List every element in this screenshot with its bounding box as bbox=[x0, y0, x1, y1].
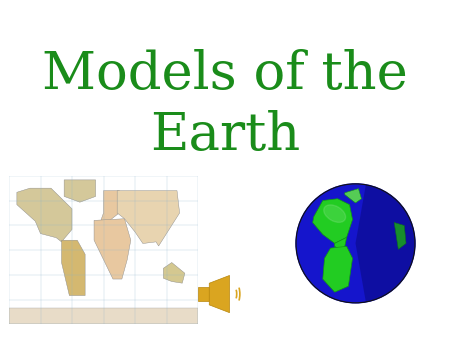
Polygon shape bbox=[313, 199, 352, 243]
Polygon shape bbox=[9, 308, 198, 324]
Text: Models of the: Models of the bbox=[42, 49, 408, 100]
Polygon shape bbox=[117, 191, 180, 246]
Polygon shape bbox=[17, 188, 72, 242]
Polygon shape bbox=[62, 240, 85, 295]
Text: Earth: Earth bbox=[150, 110, 300, 161]
Polygon shape bbox=[64, 180, 95, 202]
FancyBboxPatch shape bbox=[198, 287, 209, 301]
Polygon shape bbox=[335, 237, 346, 252]
Wedge shape bbox=[356, 185, 415, 302]
Ellipse shape bbox=[324, 205, 346, 222]
Polygon shape bbox=[101, 191, 125, 221]
Circle shape bbox=[296, 184, 415, 303]
Polygon shape bbox=[94, 219, 131, 279]
Polygon shape bbox=[394, 222, 406, 249]
Polygon shape bbox=[323, 246, 352, 292]
Polygon shape bbox=[163, 263, 185, 283]
Polygon shape bbox=[209, 275, 230, 313]
Polygon shape bbox=[345, 189, 361, 203]
